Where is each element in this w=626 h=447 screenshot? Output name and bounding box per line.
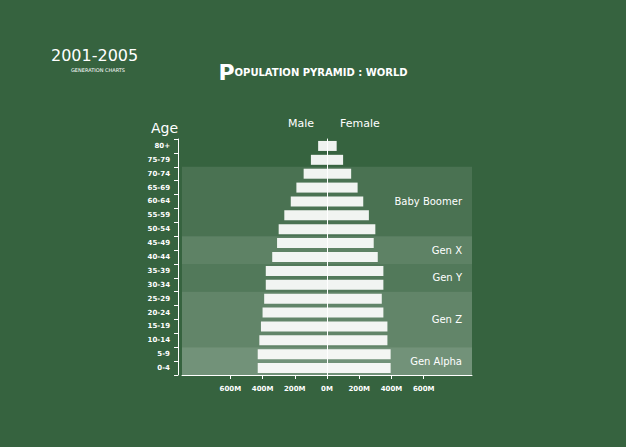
svg-text:0M: 0M (321, 385, 333, 393)
svg-text:35-39: 35-39 (148, 267, 171, 275)
svg-text:GENERATION CHARTS: GENERATION CHARTS (71, 67, 125, 73)
svg-text:Gen Z: Gen Z (432, 314, 462, 325)
svg-text:Female: Female (340, 117, 380, 130)
svg-text:600M: 600M (413, 385, 435, 393)
svg-text:60-64: 60-64 (148, 197, 171, 205)
svg-text:50-54: 50-54 (148, 225, 171, 233)
svg-text:Male: Male (288, 117, 314, 130)
svg-text:Gen Y: Gen Y (432, 272, 462, 283)
svg-text:10-14: 10-14 (148, 336, 171, 344)
svg-text:40-44: 40-44 (148, 253, 171, 261)
svg-text:Baby Boomer: Baby Boomer (394, 196, 462, 207)
svg-text:30-34: 30-34 (148, 281, 171, 289)
svg-text:5-9: 5-9 (157, 350, 170, 358)
svg-text:55-59: 55-59 (148, 211, 171, 219)
svg-text:400M: 400M (252, 385, 274, 393)
svg-text:200M: 200M (348, 385, 370, 393)
svg-text:0-4: 0-4 (157, 364, 170, 372)
svg-text:Gen X: Gen X (432, 245, 462, 256)
svg-text:70-74: 70-74 (148, 170, 171, 178)
svg-text:P: P (218, 60, 234, 85)
svg-text:2001-2005: 2001-2005 (51, 46, 138, 65)
svg-text:400M: 400M (381, 385, 403, 393)
svg-text:Gen Alpha: Gen Alpha (410, 356, 462, 367)
svg-text:25-29: 25-29 (148, 295, 171, 303)
svg-text:80+: 80+ (154, 142, 170, 150)
svg-text:65-69: 65-69 (148, 184, 171, 192)
svg-text:20-24: 20-24 (148, 309, 171, 317)
svg-text:Age: Age (151, 120, 178, 136)
svg-text:600M: 600M (220, 385, 242, 393)
svg-text:75-79: 75-79 (148, 156, 171, 164)
svg-text:200M: 200M (284, 385, 306, 393)
svg-text:OPULATION PYRAMID : WORLD: OPULATION PYRAMID : WORLD (235, 67, 408, 78)
svg-text:45-49: 45-49 (148, 239, 171, 247)
svg-text:15-19: 15-19 (148, 322, 171, 330)
